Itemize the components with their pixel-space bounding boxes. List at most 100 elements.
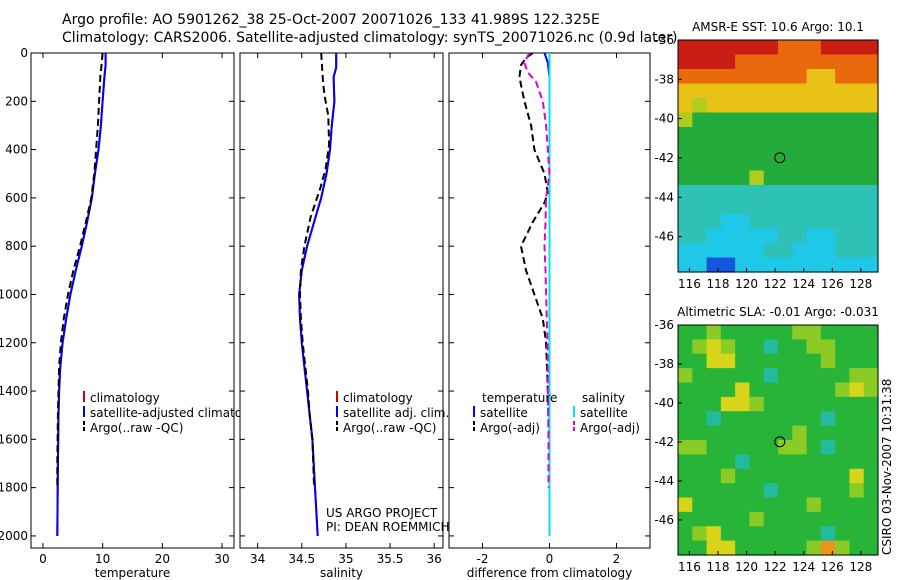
heatmap-cell [792, 454, 808, 470]
heatmap-cell [863, 141, 879, 157]
heatmap-cell [792, 156, 808, 172]
heatmap-cell [720, 214, 736, 230]
heatmap-cell [678, 156, 693, 172]
heatmap-cell [749, 511, 765, 527]
heatmap-cell [763, 98, 779, 114]
heatmap-cell [778, 368, 793, 384]
heatmap-cell [706, 339, 722, 355]
heatmap-cell [749, 127, 765, 143]
heatmap-cell [820, 170, 836, 186]
heatmap-cell [849, 40, 865, 56]
heatmap-cell [678, 243, 693, 259]
x-tick-label: 2 [613, 552, 621, 566]
heatmap-cell [749, 257, 765, 273]
heatmap-cell [763, 468, 779, 484]
y-tick-label: -38 [654, 72, 674, 86]
heatmap-cell [678, 368, 693, 384]
heatmap-cell [735, 69, 751, 85]
heatmap-cell [692, 511, 708, 527]
heatmap-cell [720, 382, 736, 398]
heatmap-cell [820, 511, 836, 527]
heatmap-cell [678, 112, 693, 128]
heatmap-cell [806, 511, 822, 527]
heatmap-cell [692, 497, 708, 513]
y-tick-label: -44 [654, 190, 674, 204]
heatmap-cell [706, 54, 722, 70]
heatmap-cell [863, 483, 879, 499]
heatmap-cell [735, 368, 751, 384]
heatmap-cell [792, 511, 808, 527]
heatmap-cell [706, 243, 722, 259]
series-line [298, 52, 331, 488]
heatmap-cell [692, 396, 708, 412]
heatmap-cell [835, 98, 851, 114]
heatmap-cell [849, 54, 865, 70]
heatmap-cell [706, 468, 722, 484]
heatmap-cell [678, 40, 693, 56]
heatmap-cell [792, 382, 808, 398]
heatmap-cell [849, 170, 865, 186]
y-tick-label: -46 [654, 230, 674, 244]
heatmap-cell [849, 468, 865, 484]
heatmap-cell [692, 170, 708, 186]
float-position-marker [774, 152, 786, 164]
heatmap-cell [806, 257, 822, 273]
heatmap-cell [692, 141, 708, 157]
heatmap-cell [692, 468, 708, 484]
heatmap-cell [763, 339, 779, 355]
heatmap-cell [849, 199, 865, 215]
heatmap-cell [835, 540, 851, 556]
heatmap-cell [849, 526, 865, 542]
y-tick-label: -46 [654, 513, 674, 527]
heatmap-cell [849, 454, 865, 470]
heatmap-cell [749, 228, 765, 244]
heatmap-cell [720, 83, 736, 99]
heatmap-cell [778, 540, 793, 556]
heatmap-cell [720, 185, 736, 201]
heatmap-cell [720, 497, 736, 513]
heatmap-cell [749, 214, 765, 230]
heatmap-cell [678, 170, 693, 186]
heatmap-cell [849, 112, 865, 128]
heatmap-cell [692, 382, 708, 398]
heatmap-cell [863, 199, 879, 215]
heatmap-cell [806, 243, 822, 259]
heatmap-cell [849, 425, 865, 441]
heatmap-cell [692, 156, 708, 172]
heatmap-cell [763, 382, 779, 398]
x-tick-label: 36 [427, 552, 442, 566]
heatmap-cell [692, 339, 708, 355]
heatmap-cell [792, 497, 808, 513]
heatmap-cell [806, 540, 822, 556]
y-tick-label: 1800 [0, 481, 28, 495]
heatmap-cell [678, 396, 693, 412]
heatmap-cell [735, 83, 751, 99]
heatmap-cell [735, 425, 751, 441]
heatmap-cell [863, 98, 879, 114]
heatmap-cell [678, 382, 693, 398]
heatmap-cell [792, 170, 808, 186]
heatmap-cell [735, 156, 751, 172]
series-line [56, 52, 104, 488]
heatmap-cell [820, 199, 836, 215]
heatmap-cell [792, 411, 808, 427]
x-tick-label: 35 [338, 552, 353, 566]
heatmap-cell [806, 382, 822, 398]
heatmap-cell [835, 425, 851, 441]
heatmap-cell [778, 396, 793, 412]
heatmap-cell [763, 185, 779, 201]
heatmap-cell [863, 69, 879, 85]
heatmap-cell [692, 454, 708, 470]
heatmap-cell [863, 339, 879, 355]
heatmap-cell [820, 228, 836, 244]
heatmap-cell [849, 98, 865, 114]
heatmap-cell [706, 156, 722, 172]
x-axis-label: salinity [320, 566, 363, 580]
heatmap-cell [835, 40, 851, 56]
heatmap-cell [849, 411, 865, 427]
heatmap-cell [792, 185, 808, 201]
heatmap-cell [778, 411, 793, 427]
x-tick-label: 124 [792, 560, 815, 574]
heatmap-cell [863, 127, 879, 143]
heatmap-cell [749, 98, 765, 114]
